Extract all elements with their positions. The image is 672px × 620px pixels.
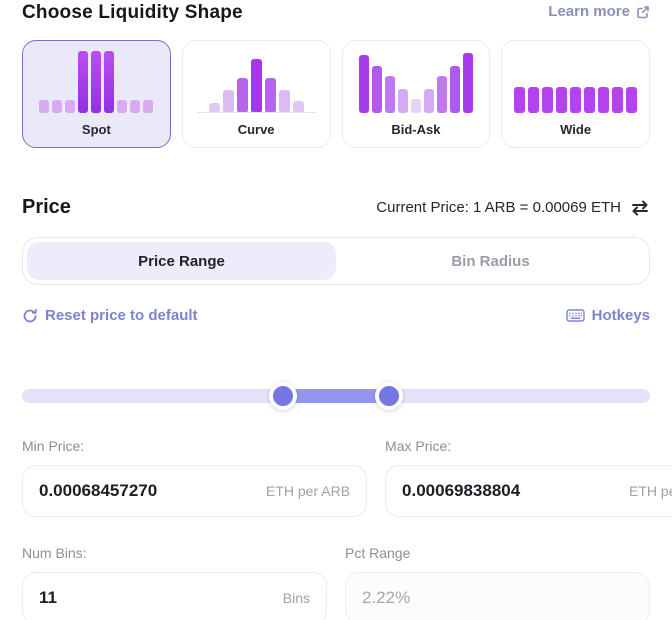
shape-label-wide: Wide — [560, 122, 592, 137]
num-bins-unit: Bins — [282, 590, 310, 606]
price-fields: Min Price: ETH per ARB Max Price: ETH pe… — [22, 438, 672, 517]
utility-row: Reset price to default Hotkeys — [22, 307, 650, 324]
pct-range-box — [345, 572, 650, 620]
min-price-label: Min Price: — [22, 438, 85, 454]
shape-card-spot[interactable]: Spot — [22, 40, 171, 148]
hotkeys-button[interactable]: Hotkeys — [565, 307, 650, 324]
current-price-text: Current Price: 1 ARB = 0.00069 ETH — [376, 199, 621, 216]
shape-label-spot: Spot — [81, 122, 111, 137]
price-range-slider — [22, 382, 650, 410]
min-price-unit: ETH per ARB — [266, 483, 351, 499]
wide-shape-chart — [514, 47, 638, 113]
page-title: Choose Liquidity Shape — [22, 2, 243, 23]
bid-ask-shape-chart — [358, 47, 473, 113]
num-bins-label: Num Bins: — [22, 545, 87, 561]
spot-shape-chart — [39, 47, 154, 113]
min-price-input[interactable] — [39, 481, 266, 501]
num-bins-group: Num Bins: Bins — [22, 545, 327, 620]
min-price-box: ETH per ARB — [22, 465, 368, 517]
refresh-icon — [22, 308, 38, 324]
max-price-unit: ETH per ARB — [629, 483, 672, 499]
swap-direction-icon[interactable] — [630, 200, 650, 216]
min-price-group: Min Price: ETH per ARB — [22, 438, 368, 517]
learn-more-link[interactable]: Learn more — [548, 3, 650, 20]
curve-shape-chart — [196, 47, 316, 113]
price-mode-tabs: Price Range Bin Radius — [22, 237, 650, 285]
shape-cards: Spot Curve Bid-Ask Wide — [22, 40, 650, 148]
num-bins-box: Bins — [22, 572, 327, 620]
max-price-box: ETH per ARB — [385, 465, 672, 517]
learn-more-label: Learn more — [548, 3, 630, 20]
pct-range-input[interactable] — [362, 588, 633, 608]
bin-fields: Num Bins: Bins Pct Range — [22, 545, 650, 620]
pct-range-group: Pct Range — [345, 545, 650, 620]
tab-bin-radius[interactable]: Bin Radius — [336, 242, 645, 280]
shape-label-curve: Curve — [237, 122, 275, 137]
reset-price-label: Reset price to default — [45, 307, 198, 324]
slider-handle-min[interactable] — [268, 382, 297, 410]
max-price-input[interactable] — [402, 481, 630, 501]
shape-card-wide[interactable]: Wide — [501, 40, 650, 148]
shape-card-curve[interactable]: Curve — [181, 40, 331, 148]
num-bins-input[interactable] — [39, 588, 283, 608]
reset-price-button[interactable]: Reset price to default — [22, 307, 198, 324]
price-header: Price Current Price: 1 ARB = 0.00069 ETH — [22, 196, 650, 219]
current-price: Current Price: 1 ARB = 0.00069 ETH — [376, 199, 650, 216]
slider-selected-range[interactable] — [282, 389, 389, 403]
slider-handle-max[interactable] — [374, 382, 403, 410]
max-price-label: Max Price: — [385, 438, 452, 454]
keyboard-icon — [565, 308, 585, 323]
header: Choose Liquidity Shape Learn more — [22, 0, 650, 24]
external-link-icon — [636, 5, 650, 19]
pct-range-label: Pct Range — [345, 545, 411, 561]
hotkeys-label: Hotkeys — [591, 307, 650, 324]
shape-label-bid-ask: Bid-Ask — [391, 122, 441, 137]
shape-card-bid-ask[interactable]: Bid-Ask — [341, 40, 491, 148]
max-price-group: Max Price: ETH per ARB — [385, 438, 672, 517]
price-section-title: Price — [22, 196, 71, 218]
tab-price-range[interactable]: Price Range — [27, 242, 336, 280]
